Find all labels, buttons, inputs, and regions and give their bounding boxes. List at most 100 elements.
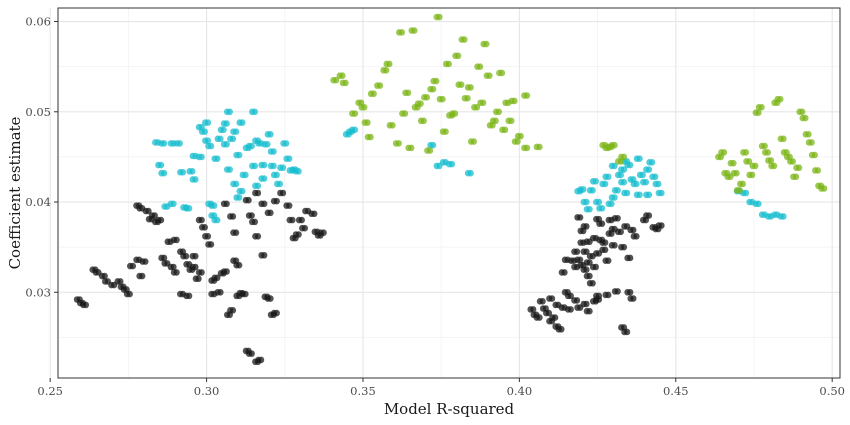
data-point (267, 209, 274, 217)
data-point (223, 120, 230, 127)
data-point (814, 167, 822, 174)
data-point (139, 272, 146, 280)
data-point (761, 142, 768, 150)
data-point (226, 166, 233, 173)
data-point (361, 103, 368, 111)
data-point (436, 13, 443, 21)
data-point (498, 69, 506, 77)
data-point (295, 231, 302, 238)
data-point (796, 164, 803, 172)
data-point (586, 272, 593, 280)
data-point (445, 60, 452, 68)
data-point (433, 77, 440, 85)
data-point (567, 292, 574, 300)
data-point (239, 119, 246, 126)
data-point (204, 137, 212, 144)
data-point (599, 220, 606, 227)
data-point (658, 222, 665, 229)
data-point (248, 142, 255, 150)
data-point (573, 248, 581, 255)
data-point (101, 272, 108, 280)
data-point (586, 238, 593, 246)
data-point (780, 213, 787, 220)
data-point (170, 263, 177, 271)
data-point (417, 100, 424, 107)
data-point (808, 139, 815, 146)
data-point (261, 251, 268, 259)
data-point (258, 356, 265, 364)
data-point (198, 153, 205, 161)
data-point (254, 189, 262, 197)
data-point (339, 72, 346, 79)
data-point (639, 171, 646, 179)
data-point (545, 309, 553, 317)
data-point (223, 200, 230, 208)
data-point (580, 186, 587, 193)
data-point (173, 236, 180, 244)
x-tick-label: 0.45 (663, 384, 689, 398)
data-point (730, 159, 737, 167)
data-point (151, 212, 158, 219)
data-point (198, 216, 205, 224)
x-tick-label: 0.40 (507, 384, 533, 398)
data-point (611, 194, 618, 201)
data-point (586, 205, 593, 213)
data-point (767, 157, 775, 164)
data-point (276, 180, 284, 188)
data-point (552, 314, 559, 321)
data-point (320, 229, 327, 237)
data-point (248, 350, 255, 357)
data-point (805, 131, 812, 138)
data-point (583, 266, 590, 274)
data-point (602, 239, 609, 246)
data-point (126, 290, 133, 298)
data-point (595, 292, 603, 300)
data-point (351, 110, 359, 117)
data-point (248, 212, 255, 219)
data-point (267, 131, 274, 138)
data-point (179, 168, 187, 176)
data-point (620, 153, 628, 161)
data-point (595, 198, 603, 206)
data-point (742, 149, 750, 156)
data-point (161, 169, 168, 177)
data-point (758, 103, 765, 111)
data-point (157, 216, 165, 224)
data-point (298, 216, 305, 224)
data-point (239, 187, 246, 195)
x-axis-ticks: 0.25 0.30 0.35 0.40 0.45 0.50 (37, 378, 845, 398)
data-point (295, 168, 302, 175)
data-point (592, 263, 599, 271)
data-point (630, 226, 637, 234)
data-point (508, 117, 515, 125)
data-point (721, 149, 728, 156)
data-point (236, 194, 243, 201)
data-point (492, 117, 499, 125)
data-point (386, 60, 393, 68)
data-point (605, 173, 612, 181)
data-point (430, 85, 437, 93)
data-point (261, 175, 268, 182)
data-point (201, 223, 208, 231)
data-point (236, 261, 243, 269)
data-point (395, 140, 402, 147)
y-tick-label: 0.04 (25, 195, 51, 209)
data-point (286, 155, 293, 163)
data-point (117, 278, 124, 285)
data-point (586, 307, 593, 315)
data-point (273, 171, 280, 179)
data-point (223, 268, 230, 275)
data-point (455, 52, 462, 60)
data-point (624, 328, 631, 336)
data-point (627, 161, 634, 169)
data-point (208, 142, 215, 150)
x-tick-label: 0.30 (194, 384, 220, 398)
data-point (129, 262, 137, 270)
data-point (799, 108, 806, 116)
data-point (558, 325, 565, 333)
data-point (514, 138, 521, 145)
data-point (614, 288, 621, 295)
data-point (267, 295, 274, 302)
data-point (220, 126, 227, 134)
data-point (254, 182, 262, 190)
